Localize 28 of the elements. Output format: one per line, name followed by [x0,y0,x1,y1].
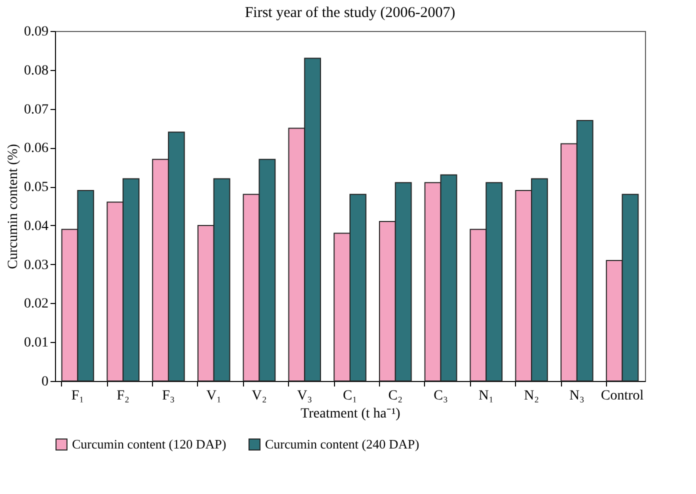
x-tick-label: C₂ [388,388,403,404]
y-tick-label: 0.03 [24,258,48,273]
x-tick-label: V₂ [252,388,267,404]
legend-label: Curcumin content (120 DAP) [72,436,226,452]
x-tick-label: F₂ [116,388,130,404]
x-tick-label: V₃ [297,388,312,404]
legend-label: Curcumin content (240 DAP) [265,436,420,452]
x-tick-label: N₁ [478,388,494,404]
x-tick-label: C₃ [434,388,448,404]
x-tick-label: V₁ [206,388,222,404]
y-tick-label: 0.01 [24,336,48,351]
x-tick-label: N₂ [524,388,540,404]
y-tick-label: 0.02 [24,296,48,312]
x-tick-label: N₃ [569,388,585,404]
x-tick-label: F₃ [162,388,175,404]
y-tick-label: 0 [42,374,48,390]
chart-title: First year of the study (2006-2007) [244,5,456,21]
x-tick-label: F₁ [71,388,84,404]
y-tick-label: 0.06 [24,141,48,156]
y-tick-label: 0.07 [24,102,48,118]
x-tick-label: Control [600,388,644,404]
y-tick-label: 0.05 [24,180,48,196]
y-tick-label: 0.04 [24,218,48,234]
y-axis-title: Curcumin content (%) [6,144,21,270]
y-tick-label: 0.09 [24,24,48,40]
x-axis-title: Treatment (t ha⁻¹) [300,406,401,422]
y-tick-label: 0.08 [24,63,48,78]
x-tick-label: C₁ [342,388,358,404]
